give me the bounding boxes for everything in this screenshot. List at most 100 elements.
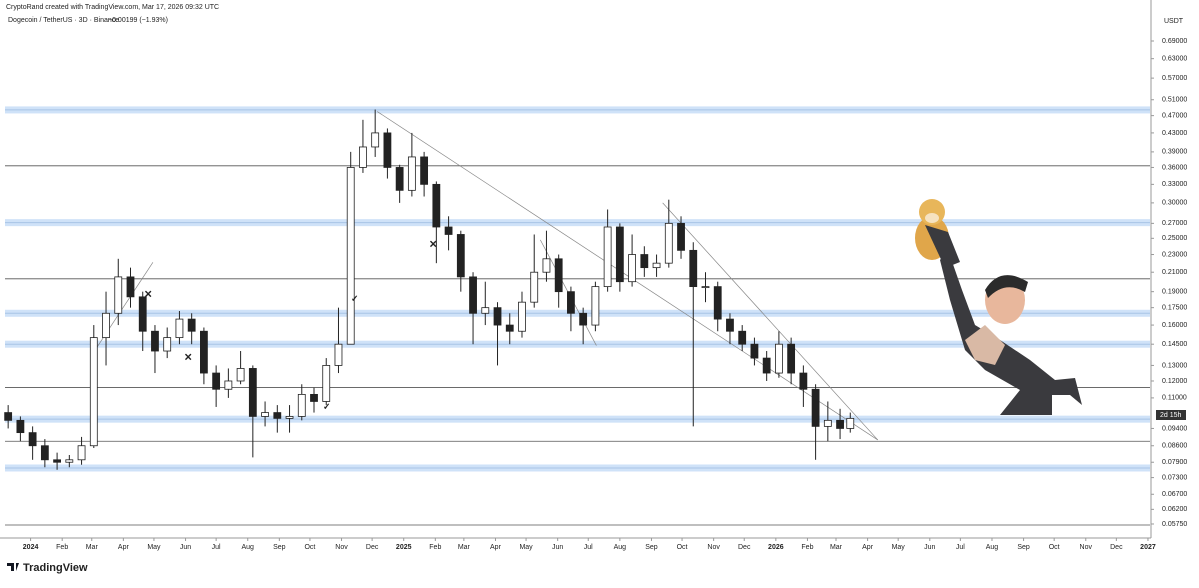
- y-tick-label: 0.39000: [1162, 149, 1187, 156]
- brand-logo: TradingView: [7, 562, 88, 574]
- meme-image: [915, 199, 1082, 415]
- candle-body: [187, 318, 196, 332]
- candle-body: [28, 432, 37, 447]
- candle-body: [628, 254, 636, 283]
- x-tick-label: Sep: [645, 544, 658, 551]
- x-tick-label: Sep: [273, 544, 286, 551]
- x-tick-label: Aug: [986, 544, 999, 551]
- candle-body: [787, 343, 796, 374]
- candle-body: [689, 249, 698, 288]
- x-tick-label: Mar: [458, 544, 471, 551]
- candle-body: [542, 258, 551, 273]
- logo-mark: [7, 563, 19, 571]
- candle-body: [640, 254, 649, 269]
- y-tick-label: 0.27000: [1162, 220, 1187, 227]
- y-tick-label: 0.05750: [1162, 521, 1187, 528]
- x-tick-label: Feb: [429, 544, 441, 551]
- candle-body: [16, 419, 25, 434]
- markers: ✕ ✕ ✕ ✓ ✓: [144, 240, 437, 412]
- candle-body: [456, 234, 465, 278]
- y-tick-label: 0.36000: [1162, 164, 1187, 171]
- candle-body: [493, 307, 502, 326]
- y-tick-label: 0.08600: [1162, 443, 1187, 450]
- candle-body: [713, 286, 722, 320]
- candle-body: [518, 301, 526, 332]
- candle-body: [664, 222, 673, 264]
- y-tick-label: 0.43000: [1162, 130, 1187, 137]
- candle-body: [846, 417, 855, 429]
- candle-body: [322, 365, 331, 402]
- candle-body: [297, 393, 306, 417]
- figure-body: [940, 250, 1082, 415]
- candle-body: [224, 380, 233, 390]
- candle-body: [163, 337, 172, 352]
- x-tick-label: Feb: [801, 544, 813, 551]
- x-tick-label: May: [892, 544, 906, 551]
- x-tick-label: Nov: [707, 544, 720, 551]
- candle-body: [615, 226, 624, 283]
- hair: [985, 275, 1028, 298]
- candle-body: [395, 167, 404, 191]
- candle-body: [89, 337, 98, 447]
- x-tick-label: Jul: [956, 544, 965, 551]
- candle-body: [114, 276, 123, 314]
- candle-body: [420, 156, 429, 185]
- candle-body: [334, 343, 343, 366]
- candle-body: [285, 416, 294, 419]
- trendline: [91, 262, 154, 356]
- x-tick-label: Jun: [180, 544, 191, 551]
- y-tick-label: 0.12000: [1162, 378, 1187, 385]
- candle-body: [799, 372, 808, 390]
- candle-body: [383, 132, 392, 168]
- candle-body: [762, 357, 771, 374]
- x-tick-label: Mar: [86, 544, 99, 551]
- x-tick-label: Apr: [490, 544, 502, 551]
- x-tick-label: Aug: [242, 544, 255, 551]
- y-tick-label: 0.47000: [1162, 112, 1187, 119]
- y-tick-label: 0.11000: [1162, 395, 1187, 402]
- candle-body: [407, 156, 416, 191]
- trendline: [662, 202, 879, 441]
- header: CryptoRand created with TradingView.com,…: [6, 4, 219, 11]
- y-tick-label: 0.07900: [1162, 459, 1187, 466]
- y-tick-label: 0.25000: [1162, 235, 1187, 242]
- y-tick-label: 0.09400: [1162, 425, 1187, 432]
- candle-body: [151, 330, 159, 352]
- candle-body: [823, 419, 832, 427]
- candle-body: [530, 271, 539, 303]
- x-tick-label: Apr: [118, 544, 130, 551]
- x-tick-label: Oct: [677, 544, 688, 551]
- candle-body: [346, 167, 355, 345]
- candle-body: [567, 291, 575, 314]
- x-tick-label: Oct: [304, 544, 315, 551]
- x-tick-label: Nov: [1080, 544, 1093, 551]
- candle-body: [40, 445, 49, 461]
- x-tick-label: Aug: [614, 544, 627, 551]
- y-tick-label: 0.69000: [1162, 38, 1187, 45]
- candle-body: [444, 226, 453, 235]
- x-tick-label: Mar: [830, 544, 843, 551]
- doge-muzzle: [925, 213, 939, 223]
- candle-body: [126, 276, 135, 298]
- candle-body: [359, 146, 367, 168]
- x-tick-label: Dec: [1110, 544, 1123, 551]
- x-tick-label: Jun: [552, 544, 563, 551]
- y-tick-label: 0.06700: [1162, 491, 1187, 498]
- x-tick-label: Dec: [738, 544, 751, 551]
- candle-body: [469, 276, 477, 314]
- x-tick-label: Jun: [924, 544, 935, 551]
- y-tick-label: 0.63000: [1162, 56, 1187, 63]
- candle-body: [432, 183, 441, 228]
- candle-body: [579, 312, 588, 326]
- candle-body: [138, 296, 147, 332]
- y-tick-label: 0.33000: [1162, 181, 1187, 188]
- figure-skin: [965, 325, 1005, 365]
- candle-body: [4, 412, 13, 421]
- brand: TradingView: [23, 562, 88, 574]
- x-tick-label: Jul: [584, 544, 593, 551]
- candle-body: [371, 132, 380, 148]
- y-tick-label: 0.21000: [1162, 269, 1187, 276]
- y-tick-label: 0.07300: [1162, 474, 1187, 481]
- arm: [925, 225, 960, 268]
